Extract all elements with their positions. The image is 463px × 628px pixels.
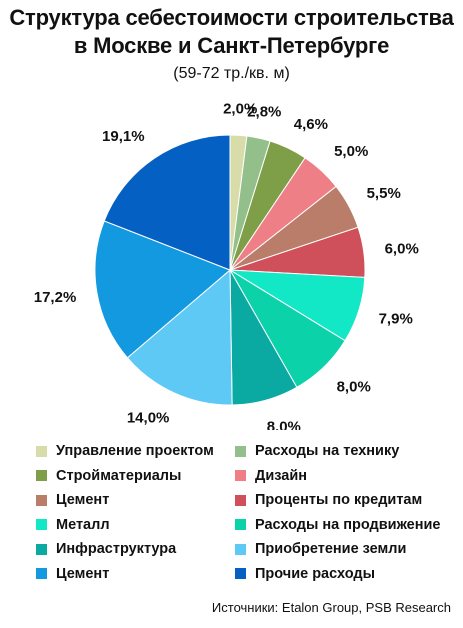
- legend-label: Стройматериалы: [56, 467, 182, 484]
- legend-swatch: [235, 494, 246, 506]
- legend-item-3: Стройматериалы: [36, 465, 181, 487]
- chart-legend: Управление проектом Расходы на технику Стр…: [0, 440, 463, 595]
- slice-label-5: 5,5%: [367, 185, 401, 202]
- legend-item-2: Расходы на технику: [235, 440, 399, 462]
- legend-item-6: Проценты по кредитам: [235, 489, 422, 511]
- slice-label-8: 8,0%: [337, 378, 371, 395]
- legend-label: Расходы на технику: [255, 443, 400, 459]
- legend-label: Инфраструктура: [56, 541, 177, 557]
- slice-label-2: 2,8%: [247, 104, 281, 121]
- legend-swatch: [36, 568, 47, 579]
- legend-swatch: [235, 519, 246, 530]
- legend-label: Прочие расходы: [255, 565, 375, 582]
- legend-swatch: [36, 519, 47, 530]
- chart-subtitle: (59-72 тр./кв. м): [173, 65, 290, 82]
- legend-swatch: [235, 568, 246, 579]
- slice-label-9: 8,0%: [267, 418, 301, 430]
- legend-label: Проценты по кредитам: [255, 492, 423, 508]
- legend-item-12: Прочие расходы: [235, 563, 375, 585]
- legend-item-9: Инфраструктура: [36, 538, 176, 560]
- slice-label-6: 6,0%: [385, 241, 419, 258]
- legend-swatch: [36, 494, 47, 506]
- slice-label-4: 5,0%: [334, 143, 368, 160]
- legend-label: Металл: [56, 516, 110, 533]
- chart-title-line2: в Москве и Санкт-Петербурге: [73, 33, 390, 58]
- legend-label: Цемент: [56, 565, 110, 582]
- pie-slice-11: [94, 220, 231, 359]
- legend-swatch: [36, 543, 47, 555]
- legend-item-1: Управление проектом: [36, 440, 214, 462]
- legend-label: Цемент: [56, 492, 110, 508]
- legend-item-8: Расходы на продвижение: [235, 514, 440, 536]
- legend-swatch: [36, 445, 47, 457]
- slice-label-3: 4,6%: [294, 116, 328, 133]
- legend-swatch: [235, 543, 246, 555]
- slice-label-7: 7,9%: [379, 310, 413, 327]
- pie-slice-10: [126, 268, 233, 406]
- legend-label: Управление проектом: [56, 443, 214, 459]
- slice-label-10: 14,0%: [127, 410, 170, 427]
- legend-item-4: Дизайн: [235, 465, 307, 487]
- legend-swatch: [36, 470, 47, 481]
- pie-chart: 2,0%2,8% 4,6% 5,0% 5,5% 6,0% 7,9% 8,0% 8,0% 14,0…: [34, 100, 419, 430]
- slice-label-11: 17,2%: [34, 289, 77, 306]
- source-note: Источники: Etalon Group, PSB Research: [211, 600, 451, 615]
- chart-title: Структура себестоимости строительства в …: [0, 4, 463, 60]
- chart-title-line1: Структура себестоимости строительства: [9, 5, 454, 30]
- legend-item-7: Металл: [36, 514, 110, 536]
- legend-swatch: [235, 470, 246, 481]
- pie-slice-12: [103, 134, 231, 271]
- legend-label: Дизайн: [255, 467, 307, 484]
- legend-swatch: [235, 445, 246, 457]
- slice-label-1: 2,0%: [223, 100, 257, 117]
- legend-item-11: Цемент: [36, 563, 109, 585]
- legend-label: Приобретение земли: [255, 541, 407, 557]
- legend-item-5: Цемент: [36, 489, 109, 511]
- legend-item-10: Приобретение земли: [235, 538, 406, 560]
- legend-label: Расходы на продвижение: [255, 516, 441, 533]
- slice-label-12: 19,1%: [102, 128, 145, 145]
